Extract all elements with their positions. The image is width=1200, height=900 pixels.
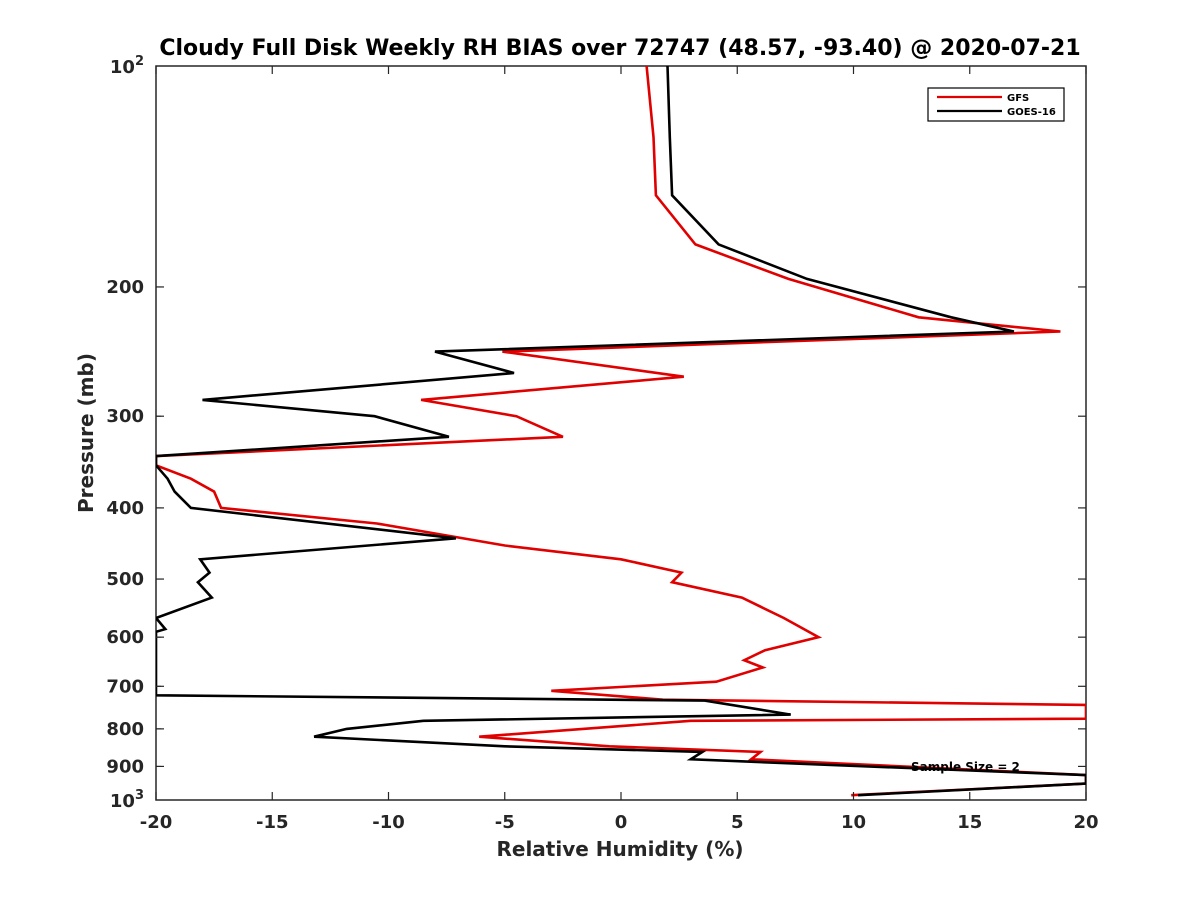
y-tick-label: 800 (106, 719, 144, 740)
y-tick-label: 700 (106, 676, 144, 697)
y-axis-label: Pressure (mb) (74, 353, 98, 513)
x-tick-label: 5 (731, 812, 744, 833)
y-tick-label-top: 102 (110, 54, 144, 78)
y-tick-label: 500 (106, 569, 144, 590)
y-tick-label: 400 (106, 498, 144, 519)
legend: GFS GOES-16 (927, 87, 1065, 122)
x-tick-label: -5 (495, 812, 515, 833)
x-tick-label: 20 (1073, 812, 1098, 833)
series-line-goes-16 (156, 66, 1086, 797)
series-line-gfs (156, 66, 1086, 797)
sample-size-annotation: Sample Size = 2 (911, 760, 1020, 774)
x-tick-label: -20 (140, 812, 173, 833)
y-tick-label: 600 (106, 627, 144, 648)
legend-goes-label: GOES-16 (1007, 107, 1056, 118)
x-tick-label: 0 (615, 812, 628, 833)
y-tick-label: 900 (106, 756, 144, 777)
y-tick-label: 300 (106, 406, 144, 427)
x-axis-ticks: -20 -15 -10 -5 0 5 10 15 20 (140, 66, 1099, 833)
y-tick-label-bottom: 103 (110, 788, 144, 812)
x-axis-label: Relative Humidity (%) (496, 837, 743, 861)
x-tick-label: 15 (957, 812, 982, 833)
chart-title: Cloudy Full Disk Weekly RH BIAS over 727… (159, 36, 1080, 61)
legend-box (927, 87, 1065, 122)
x-tick-label: 10 (841, 812, 866, 833)
x-tick-label: -15 (256, 812, 289, 833)
legend-gfs-label: GFS (1007, 93, 1029, 104)
x-tick-label: -10 (372, 812, 405, 833)
y-axis-ticks: 200 300 400 500 600 700 800 900 102 103 (106, 54, 1086, 812)
series-layer (156, 66, 1086, 797)
y-tick-label: 200 (106, 277, 144, 298)
